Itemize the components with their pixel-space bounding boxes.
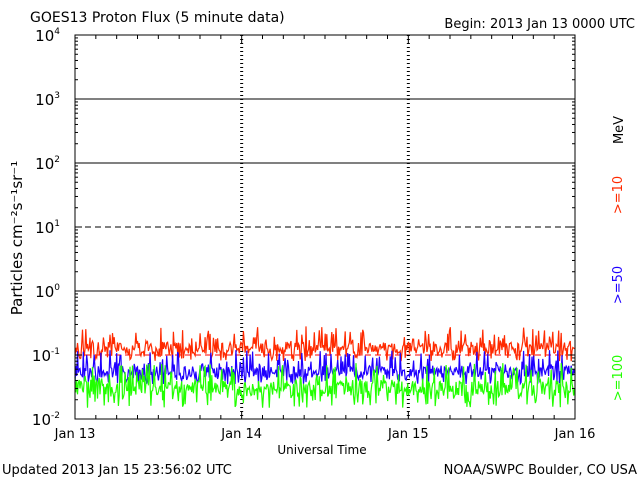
- y-tick-label: 10-1: [32, 347, 60, 365]
- x-axis-label: Universal Time: [277, 443, 366, 457]
- y-axis-label: Particles cm⁻²s⁻¹sr⁻¹: [8, 161, 26, 315]
- y-tick-label: 10-2: [32, 411, 60, 429]
- begin-time: Begin: 2013 Jan 13 0000 UTC: [444, 17, 635, 32]
- chart-title: GOES13 Proton Flux (5 minute data): [30, 10, 285, 26]
- plot-grid: [75, 35, 575, 419]
- legend-entry-1: >=10: [611, 176, 626, 214]
- x-tick-label: Jan 16: [554, 427, 596, 442]
- y-tick-label: 100: [35, 283, 60, 301]
- credit-text: NOAA/SWPC Boulder, CO USA: [444, 463, 637, 478]
- plot-frame: [74, 34, 576, 420]
- x-tick-label: Jan 13: [54, 427, 96, 442]
- series-line-2: [74, 350, 576, 386]
- x-tick-labels: Jan 13 Jan 14 Jan 15 Jan 16: [54, 427, 596, 442]
- y-tick-labels: 10-2 10-1 100 101 102 103 104: [32, 27, 60, 429]
- legend-entry-2: >=50: [611, 266, 626, 304]
- legend: >=10 >=50 >=100: [611, 176, 626, 401]
- legend-entry-3: >=100: [611, 355, 626, 402]
- y-tick-label: 101: [35, 219, 60, 237]
- x-tick-label: Jan 14: [220, 427, 262, 442]
- x-tick-label: Jan 15: [387, 427, 429, 442]
- y-tick-label: 102: [35, 155, 60, 173]
- unit-label: MeV: [612, 116, 627, 144]
- series-line-1: [74, 326, 575, 362]
- data-series: [74, 326, 576, 408]
- series-line-3: [74, 363, 576, 408]
- updated-timestamp: Updated 2013 Jan 15 23:56:02 UTC: [2, 463, 232, 478]
- y-tick-label: 104: [35, 27, 60, 45]
- y-tick-label: 103: [35, 91, 60, 109]
